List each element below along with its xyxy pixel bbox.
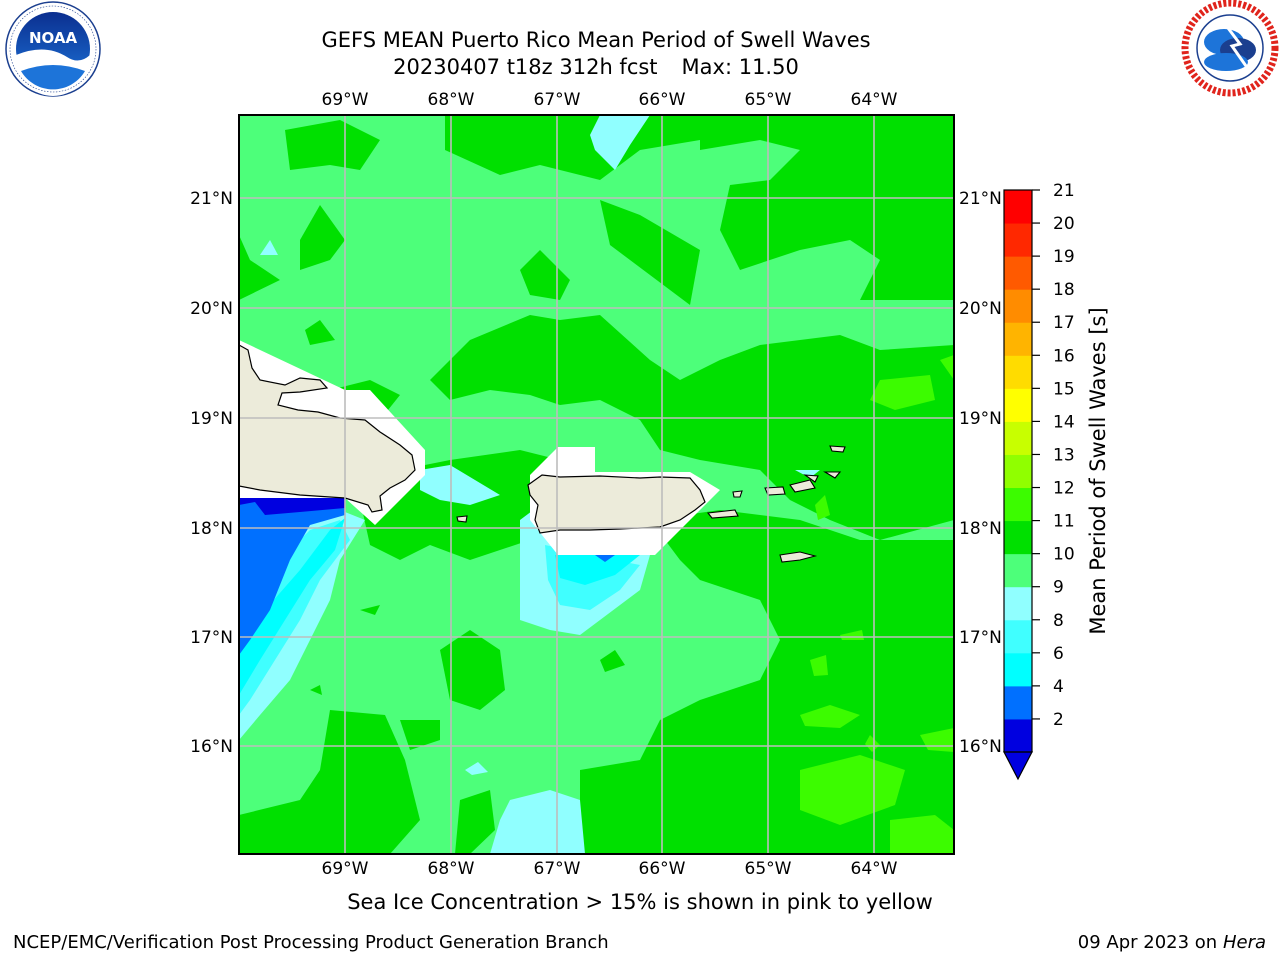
colorbar-tick-label: 13 (1053, 445, 1075, 465)
colorbar-segment (1004, 553, 1032, 588)
lon-tick-top: 69°W (322, 90, 369, 110)
colorbar-tick-label: 12 (1053, 479, 1075, 499)
contour-2-4 (239, 498, 345, 515)
chart-title-line2: 20230407 t18z 312h fcst Max: 11.50 (0, 54, 1192, 80)
graticule (239, 115, 954, 854)
max-value: Max: 11.50 (681, 55, 799, 79)
machine-name: Hera (1222, 932, 1266, 953)
lon-tick-top: 68°W (428, 90, 475, 110)
colorbar-tick-label: 11 (1053, 512, 1075, 532)
colorbar-label: Mean Period of Swell Waves [s] (1086, 307, 1110, 634)
colorbar: 21 20 19 18 17 16 15 14 13 12 11 10 9 8 6 4 2 (1003, 181, 1075, 781)
colorbar-segment (1004, 586, 1032, 621)
lon-tick-bottom: 67°W (534, 859, 581, 879)
colorbar-segment (1004, 256, 1032, 290)
lat-tick-right: 16°N (959, 737, 1002, 757)
lat-tick-left: 17°N (190, 628, 233, 648)
puerto-rico-island (527, 474, 706, 534)
lon-tick-bottom: 65°W (745, 859, 792, 879)
colorbar-segment (1004, 190, 1032, 224)
lat-tick-left: 18°N (190, 519, 233, 539)
lon-tick-bottom: 68°W (428, 859, 475, 879)
colorbar-segment (1004, 388, 1032, 422)
colorbar-tick-label: 10 (1053, 545, 1075, 565)
map-border (238, 114, 955, 855)
lon-tick-top: 64°W (851, 90, 898, 110)
contour-6-7 (239, 518, 640, 695)
colorbar-segment (1004, 223, 1032, 257)
lat-tick-right: 21°N (959, 189, 1002, 209)
colorbar-segment (1004, 355, 1032, 389)
noaa-logo: NOAA (5, 1, 101, 97)
lat-tick-right: 20°N (959, 299, 1002, 319)
lat-tick-left: 20°N (190, 299, 233, 319)
colorbar-segment (1004, 487, 1032, 522)
colorbar-segment (1004, 520, 1032, 555)
footer-date: 09 Apr 2023 on Hera (1077, 932, 1266, 953)
lon-tick-top: 67°W (534, 90, 581, 110)
colorbar-tick-label: 17 (1053, 313, 1075, 333)
colorbar-tick-label: 16 (1053, 346, 1075, 366)
colorbar-segment (1004, 289, 1032, 323)
colorbar-tick-label: 19 (1053, 247, 1075, 267)
footer-credit: NCEP/EMC/Verification Post Processing Pr… (13, 932, 609, 953)
lat-tick-right: 19°N (959, 409, 1002, 429)
colorbar-outline (1003, 189, 1033, 753)
colorbar-tick-label: 9 (1053, 578, 1064, 598)
colorbar-tick-label: 4 (1053, 677, 1064, 697)
colorbar-tick-label: 8 (1053, 611, 1064, 631)
colorbar-segment (1004, 454, 1032, 489)
colorbar-segment (1004, 718, 1032, 753)
nws-logo (1181, 0, 1279, 97)
colorbar-tick-label: 2 (1053, 710, 1064, 730)
colorbar-segment (1004, 322, 1032, 356)
svg-text:NOAA: NOAA (29, 29, 78, 47)
colorbar-tick-label: 21 (1053, 181, 1075, 201)
map-panel (238, 114, 955, 855)
lat-tick-left: 19°N (190, 409, 233, 429)
lon-tick-bottom: 66°W (639, 859, 686, 879)
hispaniola-island (239, 344, 416, 513)
lat-tick-right: 17°N (959, 628, 1002, 648)
colorbar-tick-label: 18 (1053, 280, 1075, 300)
lon-tick-top: 65°W (745, 90, 792, 110)
colorbar-segment (1004, 619, 1032, 654)
colorbar-segment (1004, 421, 1032, 455)
sea-ice-caption: Sea Ice Concentration > 15% is shown in … (347, 890, 933, 914)
lon-tick-bottom: 69°W (322, 859, 369, 879)
colorbar-tick-label: 20 (1053, 214, 1075, 234)
colorbar-segment (1004, 685, 1032, 720)
colorbar-tick-label: 15 (1053, 379, 1075, 399)
contour-4-6 (239, 500, 615, 655)
chart-title-line1: GEFS MEAN Puerto Rico Mean Period of Swe… (321, 28, 871, 52)
colorbar-segment (1004, 652, 1032, 687)
lat-tick-left: 16°N (190, 737, 233, 757)
small-islands (456, 445, 846, 563)
lon-tick-top: 66°W (639, 90, 686, 110)
lat-tick-left: 21°N (190, 189, 233, 209)
colorbar-extension (1003, 751, 1033, 781)
colorbar-tick-label: 6 (1053, 644, 1064, 664)
lat-tick-right: 18°N (959, 519, 1002, 539)
colorbar-tick-label: 14 (1053, 412, 1075, 432)
forecast-date: 20230407 t18z 312h fcst (393, 55, 658, 79)
lon-tick-bottom: 64°W (851, 859, 898, 879)
